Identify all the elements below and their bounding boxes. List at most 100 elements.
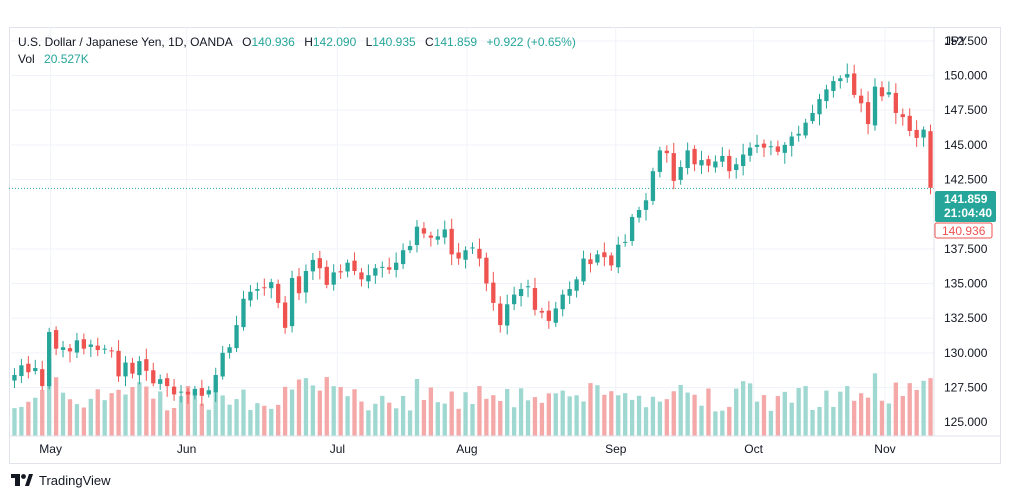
- candle-body: [151, 370, 156, 384]
- volume-bar: [505, 388, 510, 436]
- candle-body: [595, 254, 600, 263]
- candle-body: [699, 160, 704, 166]
- volume-bar: [269, 408, 274, 436]
- candle-body: [817, 99, 822, 115]
- volume-bar: [255, 403, 260, 436]
- volume-bar: [282, 386, 288, 436]
- volume-bar: [428, 387, 434, 436]
- price-tick-label: 125.000: [944, 415, 988, 429]
- volume-bar: [199, 403, 204, 436]
- volume-bar: [671, 391, 676, 436]
- candle-body: [317, 258, 322, 269]
- candle-body: [629, 216, 635, 242]
- volume-bar: [858, 393, 864, 436]
- candle-body: [227, 347, 232, 353]
- volume-bar: [296, 379, 302, 436]
- price-tick-label: 145.000: [944, 138, 988, 152]
- price-axis[interactable]: JPY 152.500 150.000 147.500 145.000 142.500 1…: [944, 34, 988, 429]
- volume-bar: [928, 378, 933, 436]
- price-tick-label: 147.500: [944, 103, 988, 117]
- volume-bar: [151, 398, 156, 436]
- candle-body: [102, 348, 107, 350]
- volume-bar: [12, 408, 17, 436]
- volume-bar: [359, 401, 364, 436]
- volume-bars: [12, 362, 933, 436]
- volume-bar: [699, 405, 704, 436]
- volume-bar: [768, 410, 774, 436]
- time-tick-label: Sep: [605, 442, 627, 456]
- volume-bar: [706, 388, 711, 436]
- candle-body: [511, 294, 517, 305]
- volume-bar: [19, 406, 24, 436]
- candle-body: [900, 114, 905, 118]
- candle-body: [414, 226, 420, 246]
- price-axis-unit: JPY: [945, 34, 967, 48]
- volume-bar: [824, 390, 829, 436]
- candle-body: [650, 171, 656, 201]
- candle-body: [692, 148, 697, 165]
- volume-bar: [664, 399, 669, 436]
- volume-bar: [442, 403, 447, 436]
- candle-body: [532, 287, 538, 310]
- candle-body: [387, 267, 392, 270]
- candle-body: [727, 155, 732, 172]
- volume-bar: [345, 396, 350, 436]
- volume-bar: [47, 362, 52, 436]
- candle-body: [713, 161, 718, 168]
- volume-bar: [574, 395, 579, 436]
- volume-bar: [220, 395, 225, 436]
- candle-body: [442, 229, 447, 238]
- volume-bar: [831, 406, 836, 436]
- volume-bar: [761, 395, 767, 436]
- high-label: H: [304, 35, 313, 49]
- volume-bar: [289, 389, 295, 436]
- candle-body: [206, 390, 211, 395]
- candle-body: [178, 391, 184, 393]
- candle-body: [671, 153, 676, 181]
- volume-bar: [678, 384, 683, 436]
- volume-bar: [650, 396, 656, 436]
- volume-bar: [588, 383, 593, 436]
- time-axis[interactable]: May Jun Jul Aug Sep Oct Nov: [39, 442, 895, 456]
- candle-body: [747, 147, 753, 156]
- volume-bar: [449, 391, 454, 436]
- candle-body: [741, 154, 746, 166]
- volume-bar: [623, 393, 628, 436]
- candle-body: [865, 102, 871, 125]
- candle-body: [248, 291, 253, 301]
- volume-bar: [234, 399, 239, 436]
- candle-body: [518, 289, 524, 297]
- volume-bar: [303, 378, 309, 436]
- volume-bar: [900, 395, 905, 436]
- volume-bar: [248, 410, 253, 436]
- tradingview-logo[interactable]: TradingView: [11, 473, 111, 488]
- candle-body: [400, 250, 406, 265]
- candle-body: [88, 344, 93, 347]
- candle-body: [282, 302, 288, 328]
- volume-bar: [102, 400, 107, 436]
- volume-bar: [130, 387, 135, 436]
- volume-bar: [164, 410, 170, 436]
- candle-body: [324, 266, 329, 285]
- symbol-title[interactable]: U.S. Dollar / Japanese Yen, 1D, OANDA: [18, 35, 233, 49]
- candle-body: [657, 150, 663, 172]
- volume-bar: [137, 382, 142, 436]
- volume-bar: [817, 407, 822, 436]
- candle-body: [262, 287, 267, 289]
- candle-body: [345, 262, 350, 272]
- candle-body: [255, 289, 260, 291]
- volume-bar: [532, 397, 538, 436]
- candle-body: [491, 282, 496, 303]
- tradingview-logo-icon: [11, 473, 33, 488]
- candle-body: [296, 276, 302, 294]
- volume-bar: [872, 373, 878, 436]
- candle-body: [602, 252, 607, 258]
- candle-body: [303, 271, 309, 293]
- volume-bar: [456, 408, 461, 436]
- volume-bar: [692, 394, 697, 436]
- candle-body: [47, 332, 52, 387]
- volume-bar: [40, 389, 45, 436]
- candle-body: [525, 286, 531, 288]
- volume-bar: [116, 389, 121, 436]
